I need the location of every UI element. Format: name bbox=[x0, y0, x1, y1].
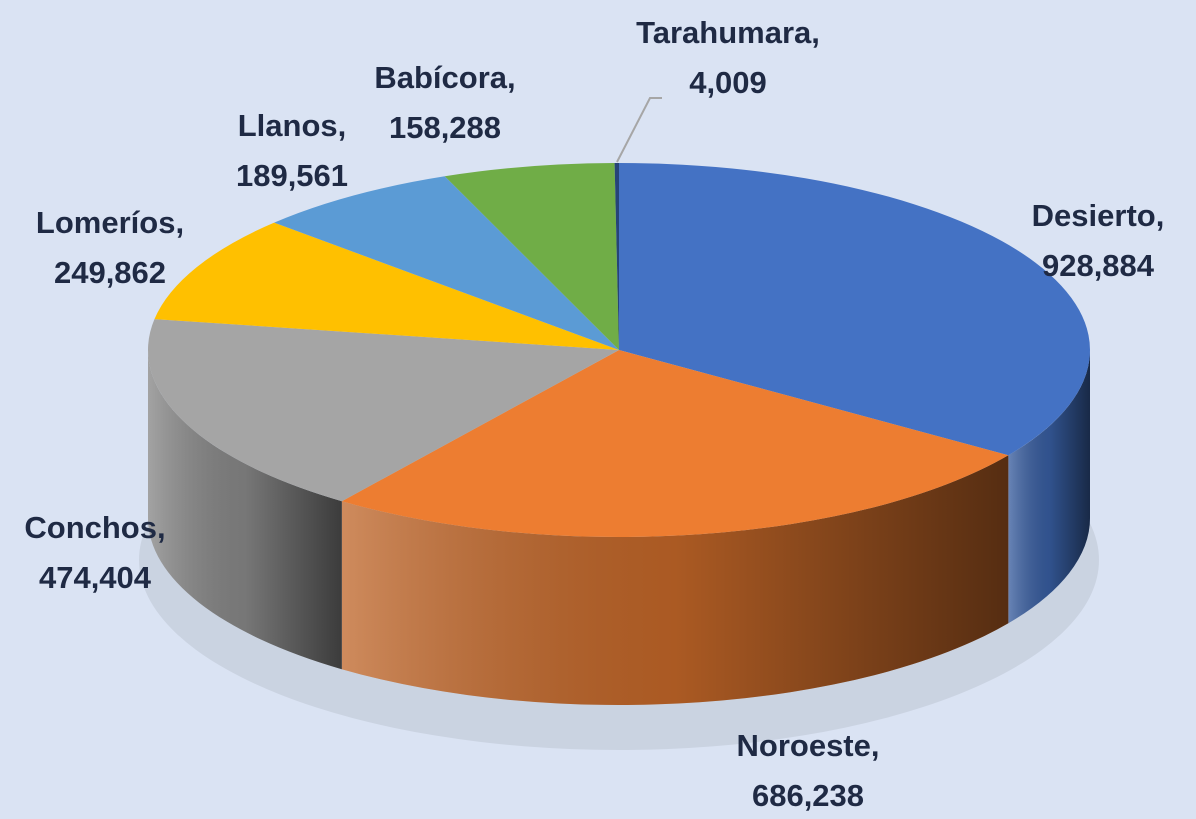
pie-slice bbox=[154, 222, 619, 350]
pie-slice bbox=[614, 163, 619, 350]
pie-slice bbox=[341, 350, 1009, 538]
pie-slice bbox=[274, 176, 619, 350]
data-label-category: Tarahumara, bbox=[636, 15, 820, 50]
data-label-value: 158,288 bbox=[389, 110, 501, 145]
pie-slice bbox=[619, 163, 1090, 456]
data-label-category: Noroeste, bbox=[737, 728, 880, 763]
data-label-category: Desierto, bbox=[1032, 198, 1165, 233]
data-label-value: 4,009 bbox=[689, 65, 767, 100]
pie-side-shade bbox=[1008, 350, 1090, 624]
data-label-category: Conchos, bbox=[24, 510, 165, 545]
data-label-value: 474,404 bbox=[39, 560, 152, 595]
pie-side-shade bbox=[341, 455, 1009, 706]
pie-slice bbox=[444, 163, 619, 350]
data-label-value: 686,238 bbox=[752, 778, 864, 813]
data-label-value: 928,884 bbox=[1042, 248, 1155, 283]
data-label-category: Babícora, bbox=[374, 60, 515, 95]
data-label-category: Llanos, bbox=[238, 108, 347, 143]
data-label-value: 249,862 bbox=[54, 255, 166, 290]
data-label-value: 189,561 bbox=[236, 158, 348, 193]
pie-slice bbox=[147, 319, 619, 502]
pie-side-shade bbox=[148, 350, 342, 670]
leader-line bbox=[616, 97, 662, 163]
data-label-category: Lomeríos, bbox=[36, 205, 184, 240]
